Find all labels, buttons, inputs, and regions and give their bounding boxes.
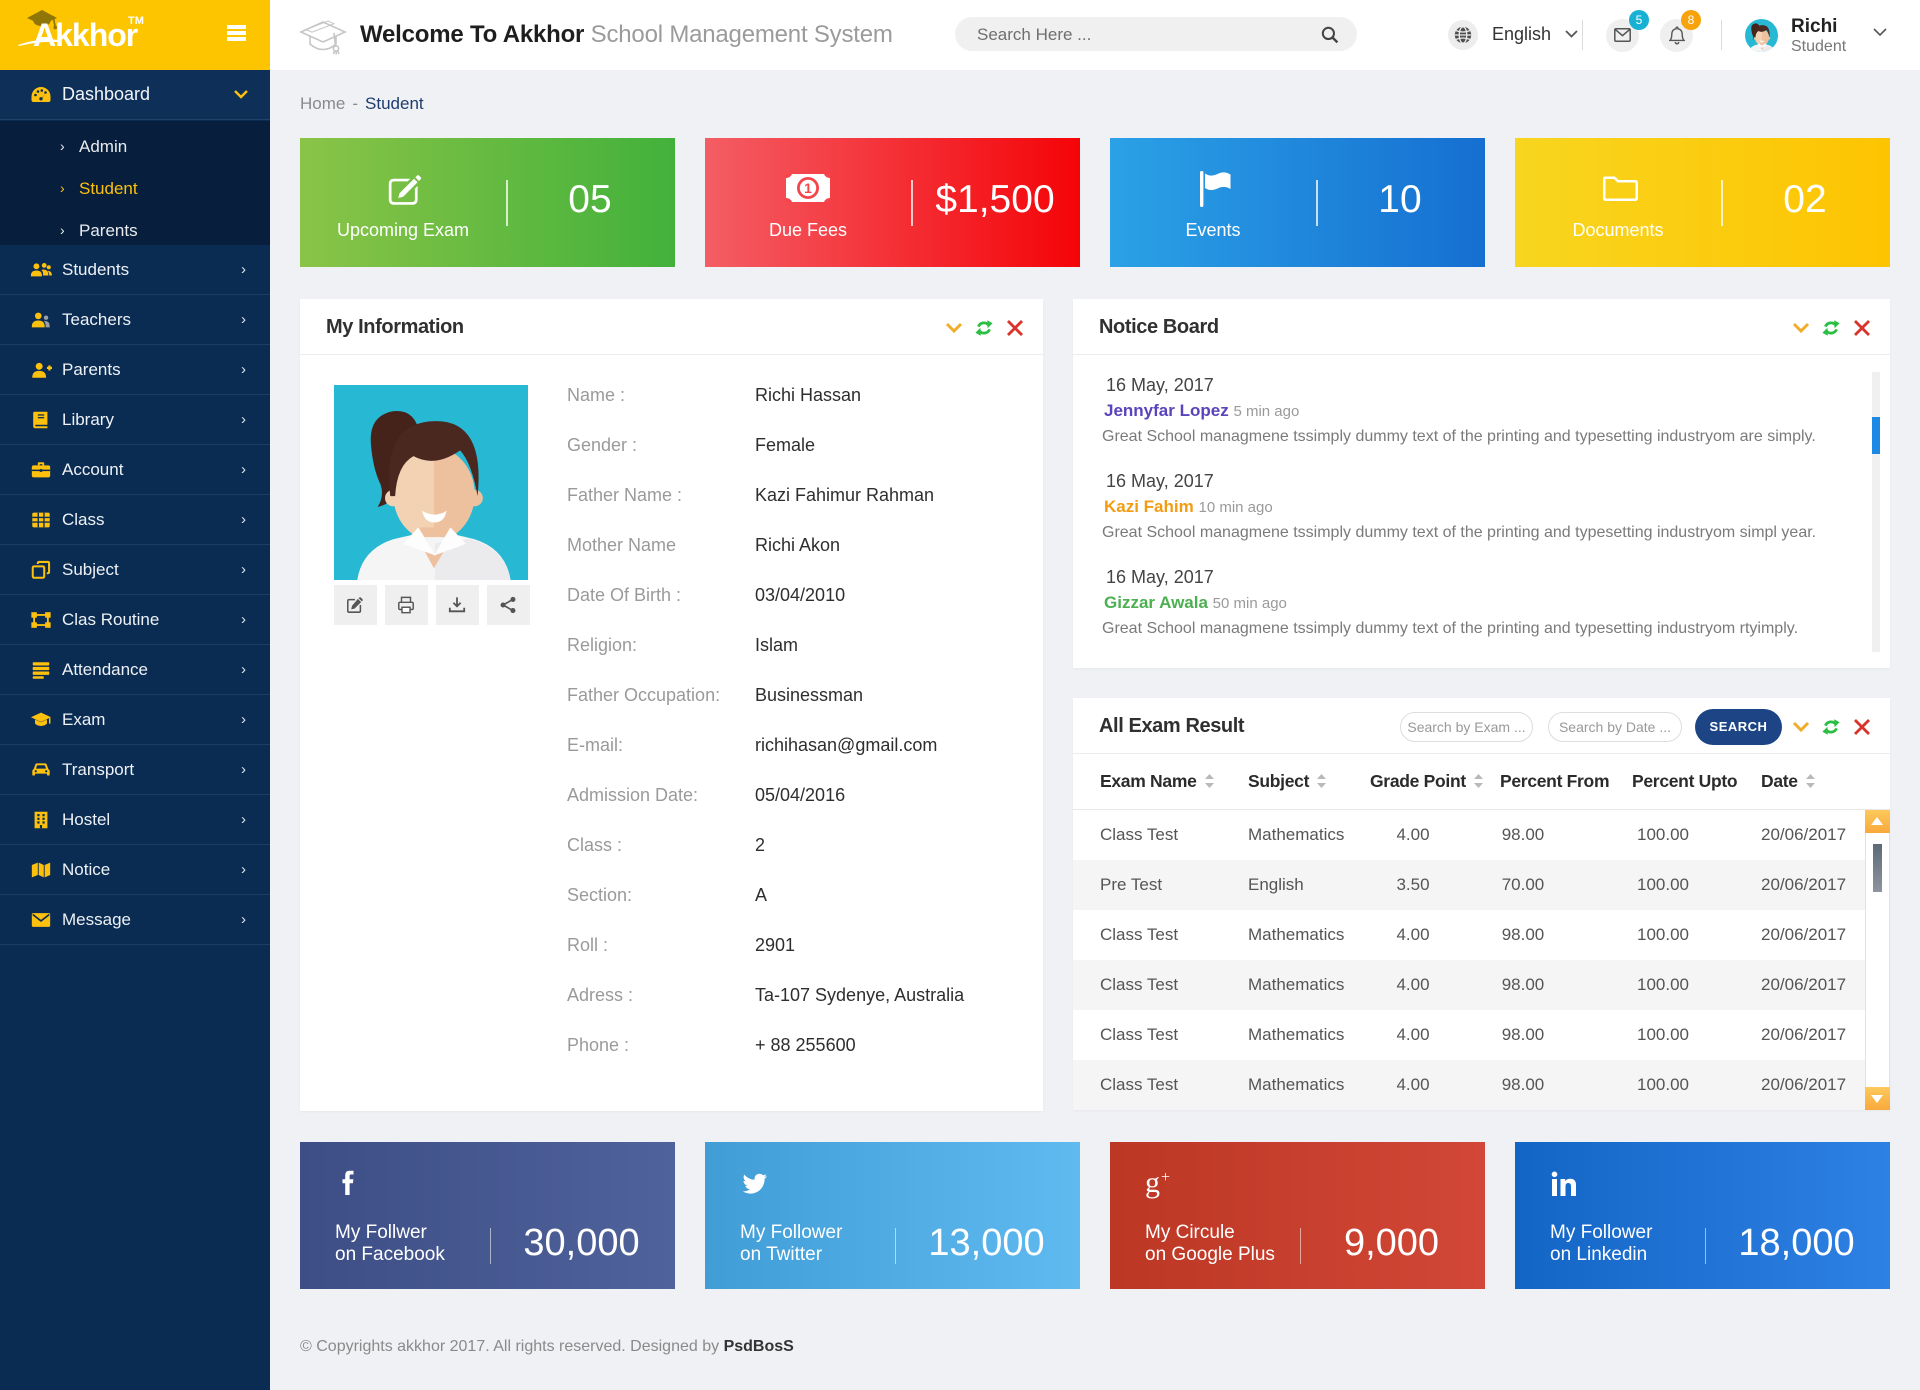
- svg-text:+: +: [1161, 1169, 1170, 1186]
- svg-text:g: g: [1145, 1168, 1160, 1199]
- svg-text:1: 1: [804, 180, 812, 196]
